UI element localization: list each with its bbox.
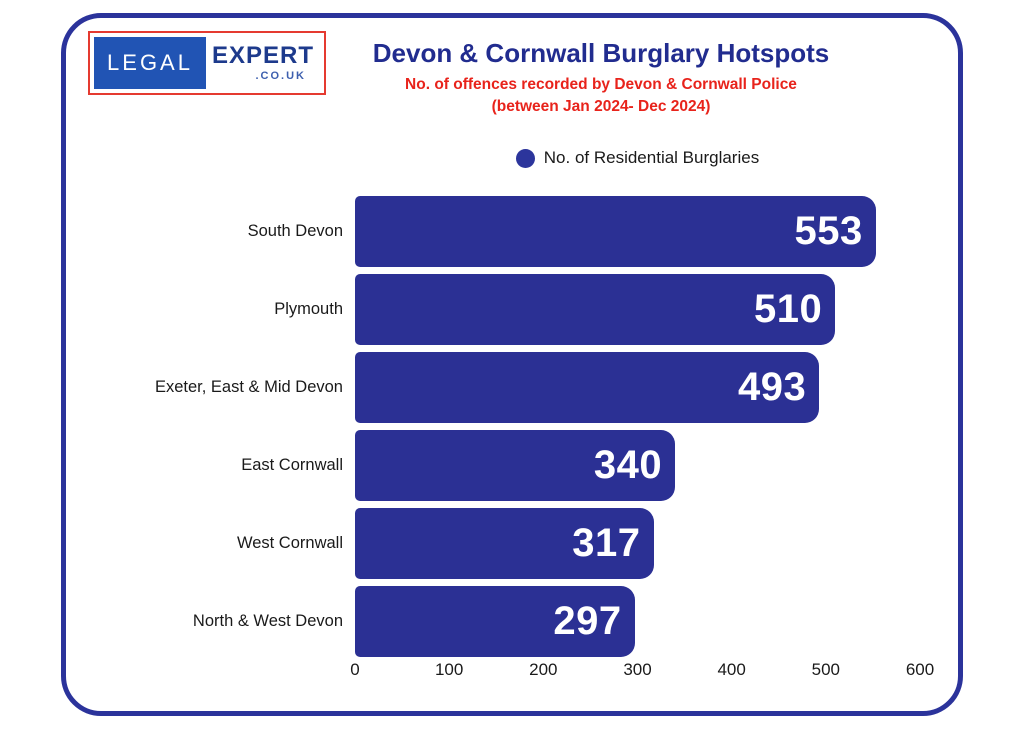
category-label: North & West Devon <box>192 611 343 630</box>
x-tick: 100 <box>434 660 464 679</box>
bar-west-cornwall: 317 <box>355 507 654 579</box>
legend-marker-icon <box>515 148 535 168</box>
bar-south-devon: 553 <box>355 195 876 267</box>
logo-legal-box: LEGAL <box>94 37 206 89</box>
chart-title: Devon & Cornwall Burglary Hotspots <box>372 38 830 68</box>
chart-row: South Devon 553 <box>66 192 920 270</box>
x-tick: 200 <box>529 660 558 679</box>
chart-row: Exeter, East & Mid Devon 493 <box>66 348 920 426</box>
chart-row: North & West Devon 297 <box>66 582 920 660</box>
legalexpert-logo: LEGAL EXPERT .CO.UK <box>88 31 326 95</box>
chart-row: East Cornwall 340 <box>66 426 920 504</box>
x-tick: 300 <box>623 660 652 679</box>
bar-track: 553 <box>355 195 920 267</box>
category-label: South Devon <box>247 221 343 240</box>
bar-exeter-east-mid-devon: 493 <box>355 351 820 423</box>
bar-track: 317 <box>355 507 920 579</box>
x-tick: 400 <box>717 660 746 679</box>
chart-subtitle-line2: (between Jan 2024- Dec 2024) <box>491 98 711 116</box>
x-tick: 500 <box>811 660 841 679</box>
chart-row: Plymouth 510 <box>66 270 920 348</box>
frame-border: LEGAL EXPERT .CO.UK Devon & Cornwall Bur… <box>61 13 963 716</box>
chart-row: West Cornwall 317 <box>66 504 920 582</box>
bar-track: 510 <box>355 273 920 345</box>
category-label: East Cornwall <box>241 455 343 474</box>
logo-expert-text: EXPERT <box>211 42 315 69</box>
bar-value-label: 553 <box>794 208 863 253</box>
bar-track: 297 <box>355 585 920 657</box>
bar-east-cornwall: 340 <box>355 429 676 501</box>
chart-subtitle-line1: No. of offences recorded by Devon & Corn… <box>405 76 797 93</box>
logo-couk-text: .CO.UK <box>255 70 306 82</box>
legend: No. of Residential Burglaries <box>355 148 920 168</box>
bar-track: 340 <box>355 429 920 501</box>
logo-right-block: EXPERT .CO.UK <box>206 37 320 89</box>
category-label: Exeter, East & Mid Devon <box>154 377 343 396</box>
bar-value-label: 493 <box>737 364 807 409</box>
title-block: Devon & Cornwall Burglary Hotspots No. o… <box>311 38 891 119</box>
bar-chart: South Devon 553 Plymouth 510 Exeter, Eas… <box>66 192 920 660</box>
bar-value-label: 297 <box>553 598 622 643</box>
legend-label: No. of Residential Burglaries <box>543 148 760 167</box>
x-tick: 600 <box>905 660 935 679</box>
category-label: West Cornwall <box>236 533 343 552</box>
bar-value-label: 510 <box>754 286 823 331</box>
chart-subtitle: No. of offences recorded by Devon & Corn… <box>311 74 891 119</box>
bar-north-west-devon: 297 <box>355 585 635 657</box>
bar-plymouth: 510 <box>355 273 836 345</box>
category-label: Plymouth <box>274 299 343 318</box>
x-axis: 0 100 200 300 400 500 600 <box>350 660 934 684</box>
bar-track: 493 <box>355 351 920 423</box>
x-tick: 0 <box>350 660 360 679</box>
bar-value-label: 340 <box>593 442 663 487</box>
bar-value-label: 317 <box>572 520 641 565</box>
